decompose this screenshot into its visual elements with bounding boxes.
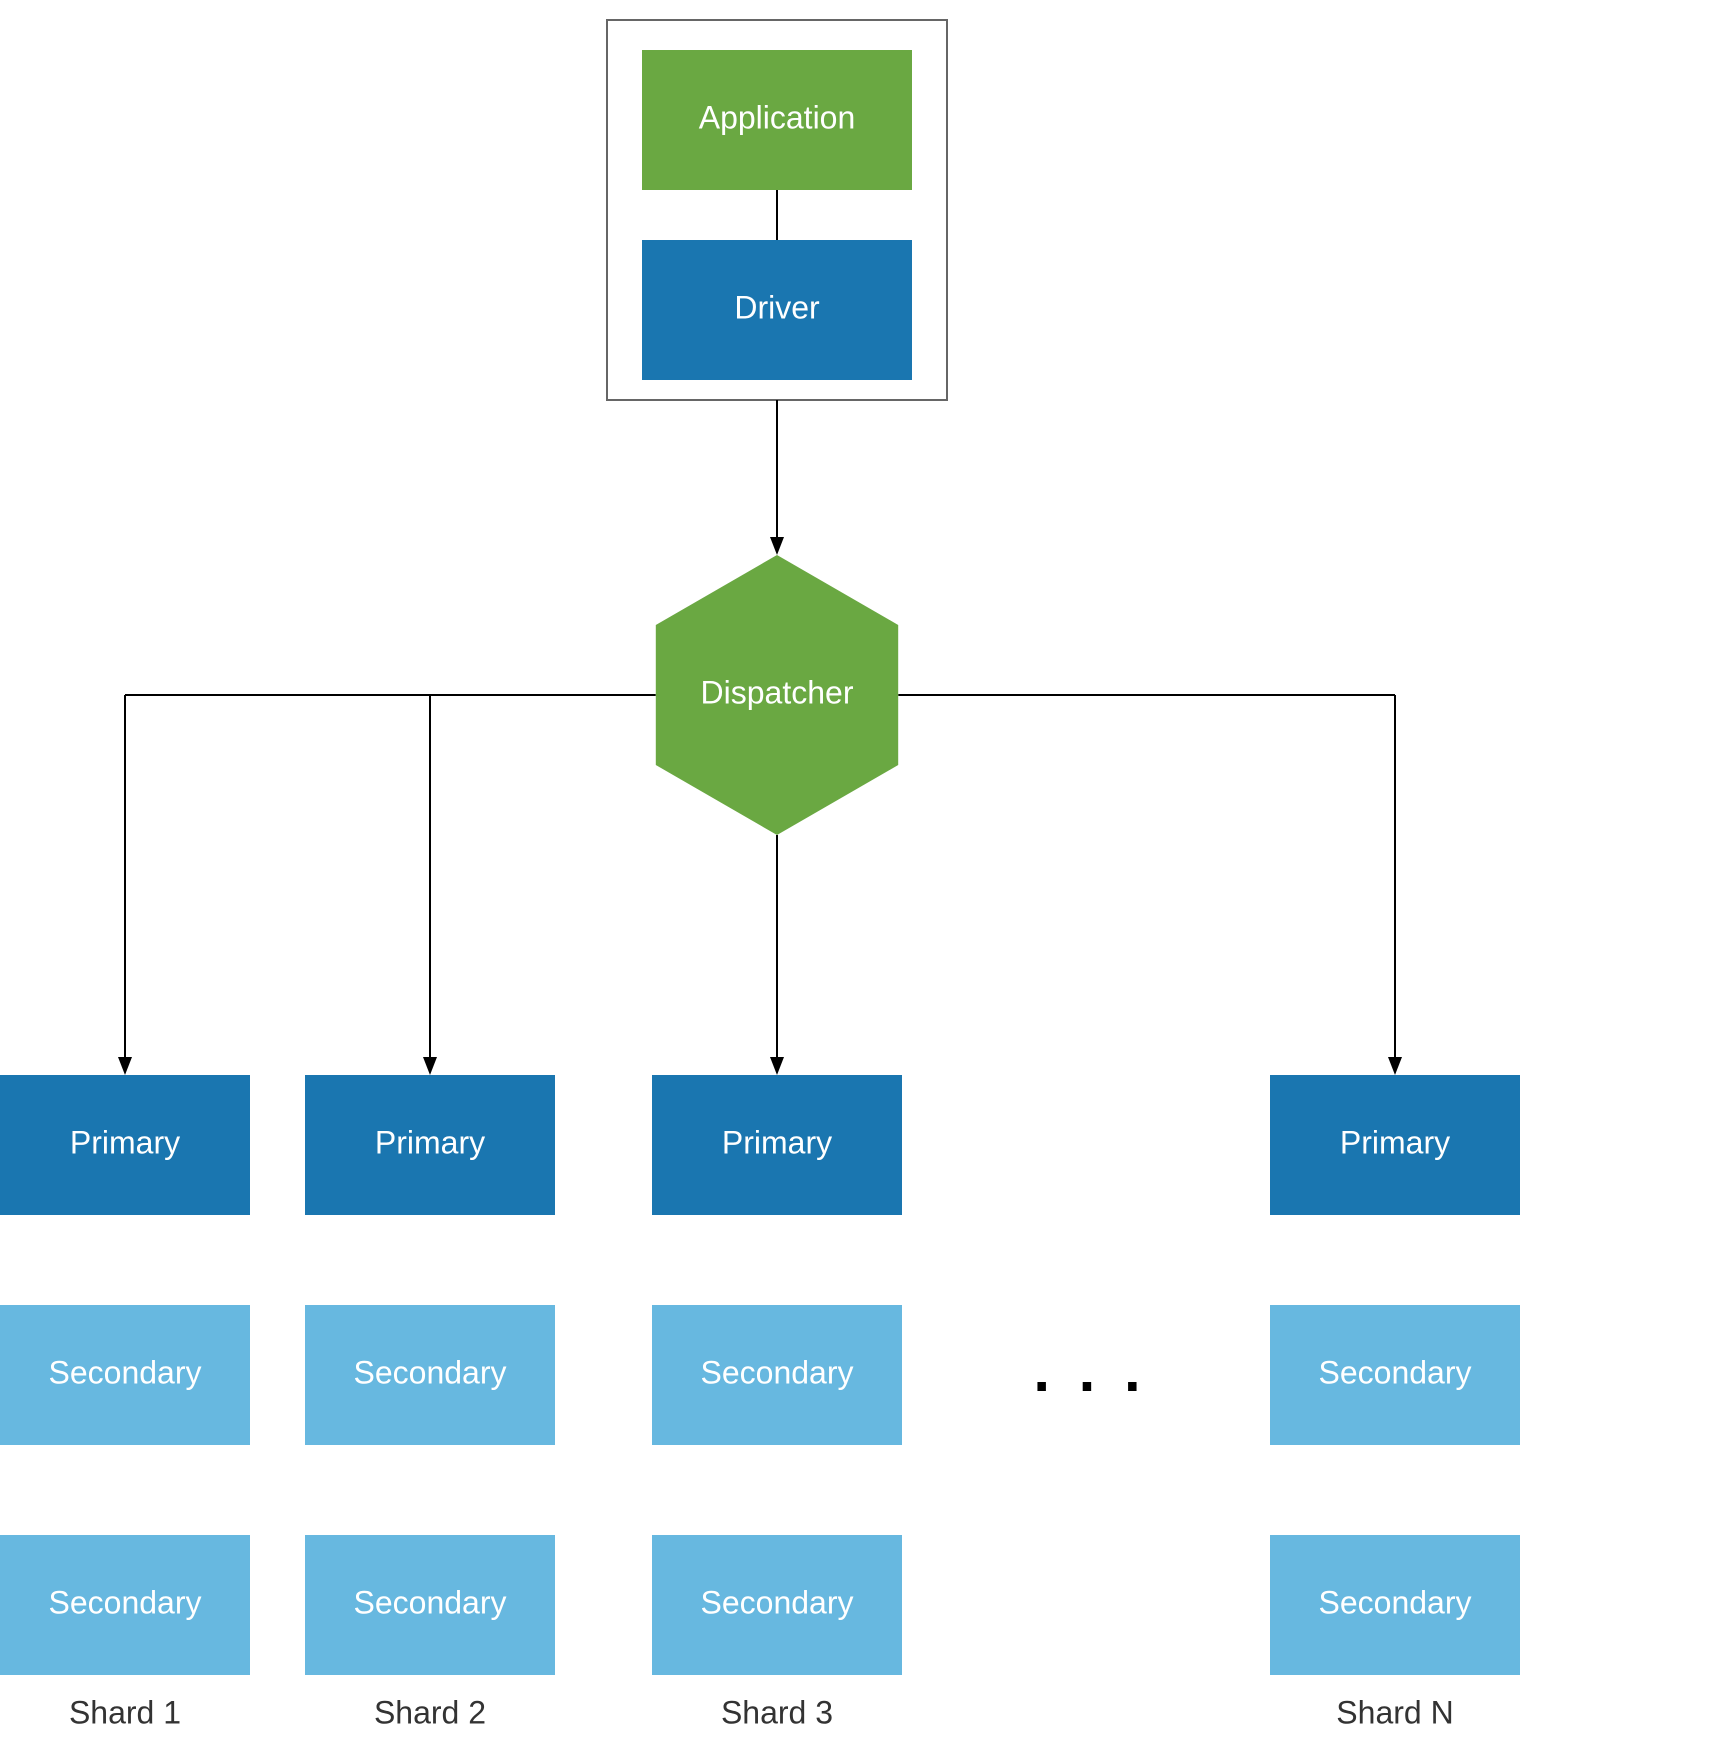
shard-1-secondary-2-label: Secondary — [49, 1584, 202, 1620]
application-box-label: Application — [699, 99, 856, 135]
shard-2-primary-label: Primary — [375, 1124, 485, 1160]
shard-3-label: Shard 3 — [721, 1694, 833, 1730]
shard-1-secondary-1-label: Secondary — [49, 1354, 202, 1390]
shard-3-secondary-1-label: Secondary — [701, 1354, 854, 1390]
shard-3-primary-label: Primary — [722, 1124, 832, 1160]
shard-2-secondary-1-label: Secondary — [354, 1354, 507, 1390]
shard-1-primary-label: Primary — [70, 1124, 180, 1160]
shards-ellipsis: . . . — [1033, 1337, 1146, 1404]
dispatcher-to-shard-2-arrow — [423, 695, 437, 1075]
dispatcher-to-shard-1-arrow — [118, 695, 132, 1075]
shard-4-primary-label: Primary — [1340, 1124, 1450, 1160]
shard-1-label: Shard 1 — [69, 1694, 181, 1730]
shard-4-label: Shard N — [1336, 1694, 1453, 1730]
shard-2-secondary-2-label: Secondary — [354, 1584, 507, 1620]
dispatcher-to-shard-4-arrow — [1388, 695, 1402, 1075]
shard-4-secondary-1-label: Secondary — [1319, 1354, 1472, 1390]
dispatcher-hexagon-label: Dispatcher — [701, 674, 854, 710]
driver-box-label: Driver — [734, 289, 820, 325]
shard-3-secondary-2-label: Secondary — [701, 1584, 854, 1620]
shard-2-label: Shard 2 — [374, 1694, 486, 1730]
shard-4-secondary-2-label: Secondary — [1319, 1584, 1472, 1620]
driver-to-dispatcher-arrow — [770, 400, 784, 555]
dispatcher-to-shard-3-arrow — [770, 835, 784, 1075]
